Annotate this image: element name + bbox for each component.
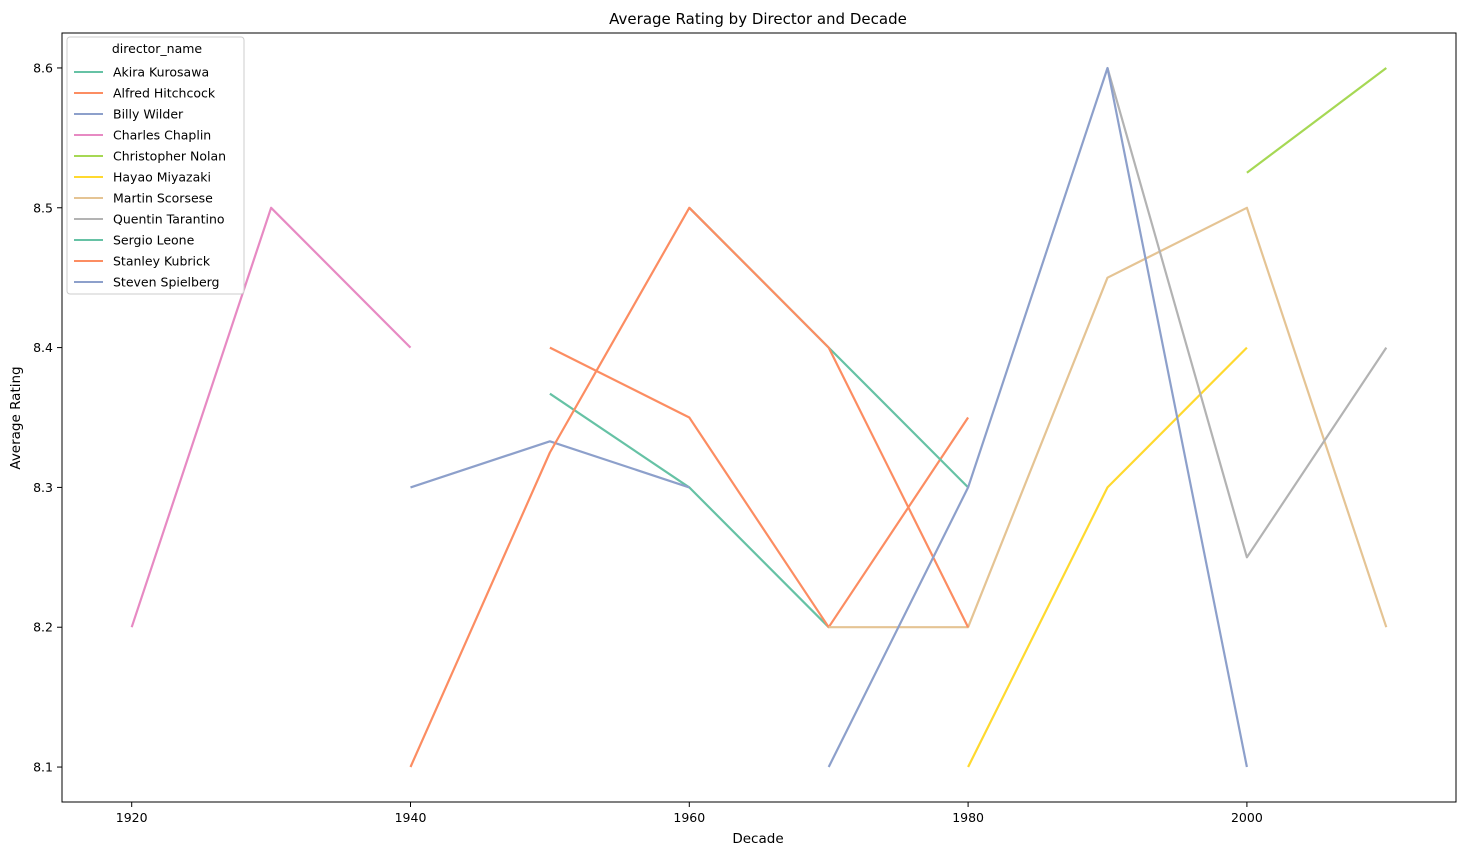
x-tick-label: 1980 xyxy=(952,810,984,825)
legend-label-sergio-leone: Sergio Leone xyxy=(113,233,195,248)
legend-label-hayao-miyazaki: Hayao Miyazaki xyxy=(113,170,211,185)
x-tick-label: 2000 xyxy=(1231,810,1263,825)
series-line-quentin-tarantino xyxy=(1106,67,1388,559)
series-lines xyxy=(130,66,1388,768)
legend: director_name Akira Kurosawa Alfred Hitch… xyxy=(66,36,245,295)
legend-items: Akira Kurosawa Alfred Hitchcock Billy Wild… xyxy=(74,65,226,290)
y-tick-label: 8.1 xyxy=(33,760,53,775)
legend-label-quentin-tarantino: Quentin Tarantino xyxy=(113,212,225,227)
plot-area-frame xyxy=(61,32,1457,803)
x-tick-label: 1960 xyxy=(673,810,705,825)
series-line-steven-spielberg xyxy=(827,66,1248,768)
y-axis-title: Average Rating xyxy=(8,366,24,469)
series-line-charles-chaplin xyxy=(130,206,412,628)
legend-label-christopher-nolan: Christopher Nolan xyxy=(113,149,226,164)
legend-title: director_name xyxy=(112,41,203,56)
series-line-akira-kurosawa xyxy=(549,392,830,628)
y-tick-label: 8.3 xyxy=(33,480,53,495)
series-line-martin-scorsese xyxy=(828,206,1388,629)
series-line-alfred-hitchcock xyxy=(549,346,970,629)
legend-label-charles-chaplin: Charles Chaplin xyxy=(113,128,211,143)
legend-label-steven-spielberg: Steven Spielberg xyxy=(113,275,220,290)
y-tick-label: 8.5 xyxy=(33,200,53,215)
series-line-billy-wilder xyxy=(410,440,690,489)
series-line-stanley-kubrick xyxy=(409,206,970,768)
x-tick-label: 1920 xyxy=(116,810,148,825)
chart-title: Average Rating by Director and Decade xyxy=(609,10,907,28)
x-axis-ticks: 1920 1940 1960 1980 2000 xyxy=(116,802,1263,825)
y-tick-label: 8.4 xyxy=(33,340,53,355)
legend-label-alfred-hitchcock: Alfred Hitchcock xyxy=(113,86,216,101)
x-tick-label: 1940 xyxy=(395,810,427,825)
legend-label-akira-kurosawa: Akira Kurosawa xyxy=(113,65,209,80)
y-axis-ticks: 8.1 8.2 8.3 8.4 8.5 8.6 xyxy=(33,60,62,775)
legend-box xyxy=(66,36,245,295)
series-line-christopher-nolan xyxy=(1246,67,1387,174)
y-tick-label: 8.6 xyxy=(33,60,53,75)
legend-label-billy-wilder: Billy Wilder xyxy=(113,107,184,122)
legend-label-martin-scorsese: Martin Scorsese xyxy=(113,191,213,206)
x-axis-title: Decade xyxy=(732,831,783,847)
legend-label-stanley-kubrick: Stanley Kubrick xyxy=(113,254,211,269)
y-tick-label: 8.2 xyxy=(33,620,53,635)
